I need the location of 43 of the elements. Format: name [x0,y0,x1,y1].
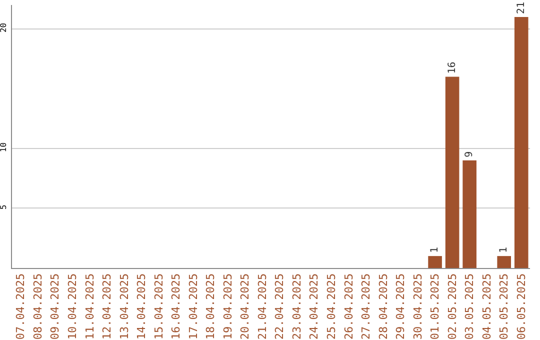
x-tick-label: 26.04.2025 [342,273,356,340]
x-tick-label: 24.04.2025 [308,273,321,340]
x-tick-label: 10.04.2025 [66,273,80,340]
x-tick-label: 11.04.2025 [83,273,96,340]
y-tick-label: 10 [0,142,8,152]
x-tick-label: 13.04.2025 [118,273,131,340]
x-tick-label: 16.04.2025 [170,273,183,340]
x-tick-label: 05.05.2025 [498,273,511,340]
data-label: 9 [464,151,476,158]
x-tick-label: 12.04.2025 [100,273,114,340]
bar [428,256,442,268]
x-tick-label: 20.04.2025 [238,273,252,340]
x-tick-label: 23.04.2025 [290,273,304,340]
x-tick-label: 22.04.2025 [273,273,286,340]
x-tick-label: 09.04.2025 [48,273,62,340]
x-tick-label: 27.04.2025 [360,273,373,340]
x-tick-label: 03.05.2025 [463,273,476,340]
x-tick-label: 25.04.2025 [325,273,338,340]
x-tick-label: 28.04.2025 [376,273,390,340]
x-tick-label: 18.04.2025 [204,273,218,340]
x-tick-label: 17.04.2025 [186,273,200,340]
x-tick-label: 08.04.2025 [31,273,44,340]
x-tick-label: 02.05.2025 [446,273,459,340]
x-tick-label: 06.05.2025 [514,273,528,340]
y-tick-label: 20 [0,22,8,33]
bar [497,256,512,268]
x-tick-label: 07.04.2025 [14,273,28,340]
data-label: 16 [446,62,458,74]
bar [445,76,460,268]
x-tick-label: 19.04.2025 [221,273,234,340]
x-tick-label: 14.04.2025 [135,273,148,340]
data-label: 21 [516,2,527,14]
x-tick-label: 04.05.2025 [480,273,494,340]
bar [514,16,528,268]
x-tick-label: 30.04.2025 [411,273,424,340]
x-tick-label: 29.04.2025 [394,273,408,340]
x-tick-label: 01.05.2025 [428,273,442,340]
x-tick-label: 21.04.2025 [256,273,269,340]
data-label: 1 [498,247,510,254]
data-label: 1 [430,247,441,254]
x-tick-label: 15.04.2025 [152,273,166,340]
y-tick-label: 5 [0,204,8,210]
bar [462,160,476,268]
